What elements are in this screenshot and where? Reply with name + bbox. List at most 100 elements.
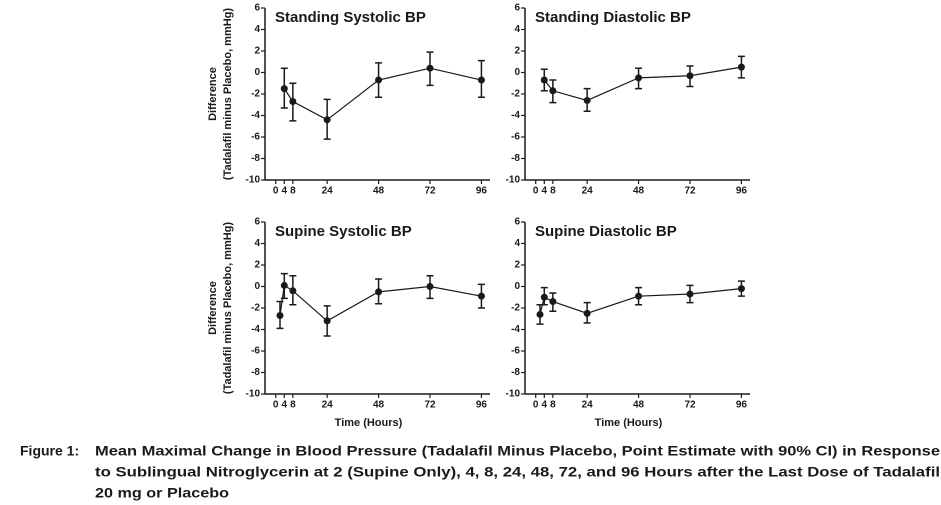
y-tick-label: -2 (511, 303, 520, 314)
y-tick-label: 2 (254, 46, 260, 57)
data-point (540, 76, 548, 84)
x-tick-label: 24 (322, 400, 334, 411)
data-point (737, 285, 745, 293)
y-tick-label: -10 (246, 389, 261, 400)
x-tick-label: 96 (476, 400, 488, 411)
y-tick-label: 0 (514, 281, 520, 292)
data-point (477, 76, 485, 84)
data-line (283, 67, 482, 121)
y-tick-label: -4 (251, 324, 260, 335)
y-tick-label: 6 (514, 3, 520, 14)
x-tick-label: 4 (282, 400, 288, 411)
x-tick-label: 8 (550, 186, 556, 197)
y-tick-label: 0 (514, 67, 520, 78)
y-tick-label: -10 (506, 175, 521, 186)
data-point (289, 98, 297, 106)
y-tick-label: -6 (251, 132, 260, 143)
data-point (549, 298, 557, 306)
chart-title: Supine Diastolic BP (535, 223, 677, 240)
data-point (686, 72, 694, 80)
y-tick-label: 2 (514, 46, 520, 57)
x-axis-label: Time (Hours) (595, 417, 663, 429)
x-tick-label: 48 (633, 186, 645, 197)
y-tick-label: -4 (511, 110, 520, 121)
x-axis-label: Time (Hours) (335, 417, 403, 429)
data-point (276, 312, 284, 320)
data-point (426, 283, 434, 290)
caption-line: 20 mg or Placebo (95, 485, 229, 501)
x-tick-label: 72 (424, 186, 436, 197)
y-tick-label: -2 (251, 89, 260, 100)
y-tick-label: -2 (251, 303, 260, 314)
data-point (280, 281, 288, 289)
x-tick-label: 0 (273, 400, 279, 411)
y-tick-label: 6 (254, 217, 260, 228)
y-tick-label: 4 (254, 24, 260, 35)
data-point (280, 85, 288, 93)
caption-label: Figure 1: (20, 443, 79, 459)
x-tick-label: 24 (322, 186, 334, 197)
x-tick-label: 48 (373, 186, 385, 197)
y-tick-label: -4 (251, 110, 260, 121)
y-tick-label: -4 (511, 324, 520, 335)
x-tick-label: 8 (290, 400, 296, 411)
chart-title: Standing Systolic BP (275, 9, 426, 26)
data-point (635, 292, 643, 300)
y-axis-label: Difference (207, 281, 219, 335)
x-tick-label: 96 (476, 186, 488, 197)
y-axis-label: Difference (207, 67, 219, 121)
data-point (323, 317, 331, 325)
x-tick-label: 0 (533, 400, 539, 411)
y-tick-label: 2 (254, 260, 260, 271)
x-tick-label: 0 (533, 186, 539, 197)
y-tick-label: 4 (514, 24, 520, 35)
y-tick-label: -10 (246, 175, 261, 186)
x-tick-label: 4 (282, 186, 288, 197)
data-point (540, 293, 548, 301)
x-tick-label: 4 (542, 400, 548, 411)
x-tick-label: 96 (736, 400, 748, 411)
x-tick-label: 72 (684, 186, 696, 197)
y-tick-label: -8 (251, 367, 260, 378)
x-tick-label: 8 (550, 400, 556, 411)
data-point (323, 116, 331, 124)
y-tick-label: 6 (254, 3, 260, 14)
data-point (686, 290, 694, 298)
chart-title: Supine Systolic BP (275, 223, 412, 240)
data-line (539, 288, 742, 315)
y-tick-label: -8 (511, 367, 520, 378)
x-tick-label: 48 (633, 400, 645, 411)
caption-line: to Sublingual Nitroglycerin at 2 (Supine… (95, 464, 940, 480)
y-tick-label: -10 (506, 389, 521, 400)
y-axis-label: (Tadalafil minus Placebo, mmHg) (222, 8, 234, 180)
y-tick-label: 0 (254, 281, 260, 292)
y-tick-label: 0 (254, 67, 260, 78)
y-tick-label: -8 (511, 153, 520, 164)
data-point (536, 310, 544, 318)
data-point (583, 96, 591, 104)
y-tick-label: -6 (251, 346, 260, 357)
data-line (543, 66, 742, 102)
caption-line: Mean Maximal Change in Blood Pressure (T… (95, 443, 940, 459)
x-tick-label: 24 (582, 186, 594, 197)
x-tick-label: 72 (424, 400, 436, 411)
y-tick-label: 2 (514, 260, 520, 271)
chart-title: Standing Diastolic BP (535, 9, 691, 26)
y-tick-label: 4 (514, 238, 520, 249)
data-point (477, 292, 485, 300)
x-tick-label: 8 (290, 186, 296, 197)
y-tick-label: -2 (511, 89, 520, 100)
data-point (635, 74, 643, 82)
y-tick-label: -6 (511, 132, 520, 143)
data-point (375, 76, 383, 84)
y-tick-label: -8 (251, 153, 260, 164)
x-tick-label: 96 (736, 186, 748, 197)
y-tick-label: 6 (514, 217, 520, 228)
x-tick-label: 0 (273, 186, 279, 197)
data-point (375, 288, 383, 296)
y-tick-label: 4 (254, 238, 260, 249)
x-tick-label: 24 (582, 400, 594, 411)
data-point (549, 87, 557, 95)
